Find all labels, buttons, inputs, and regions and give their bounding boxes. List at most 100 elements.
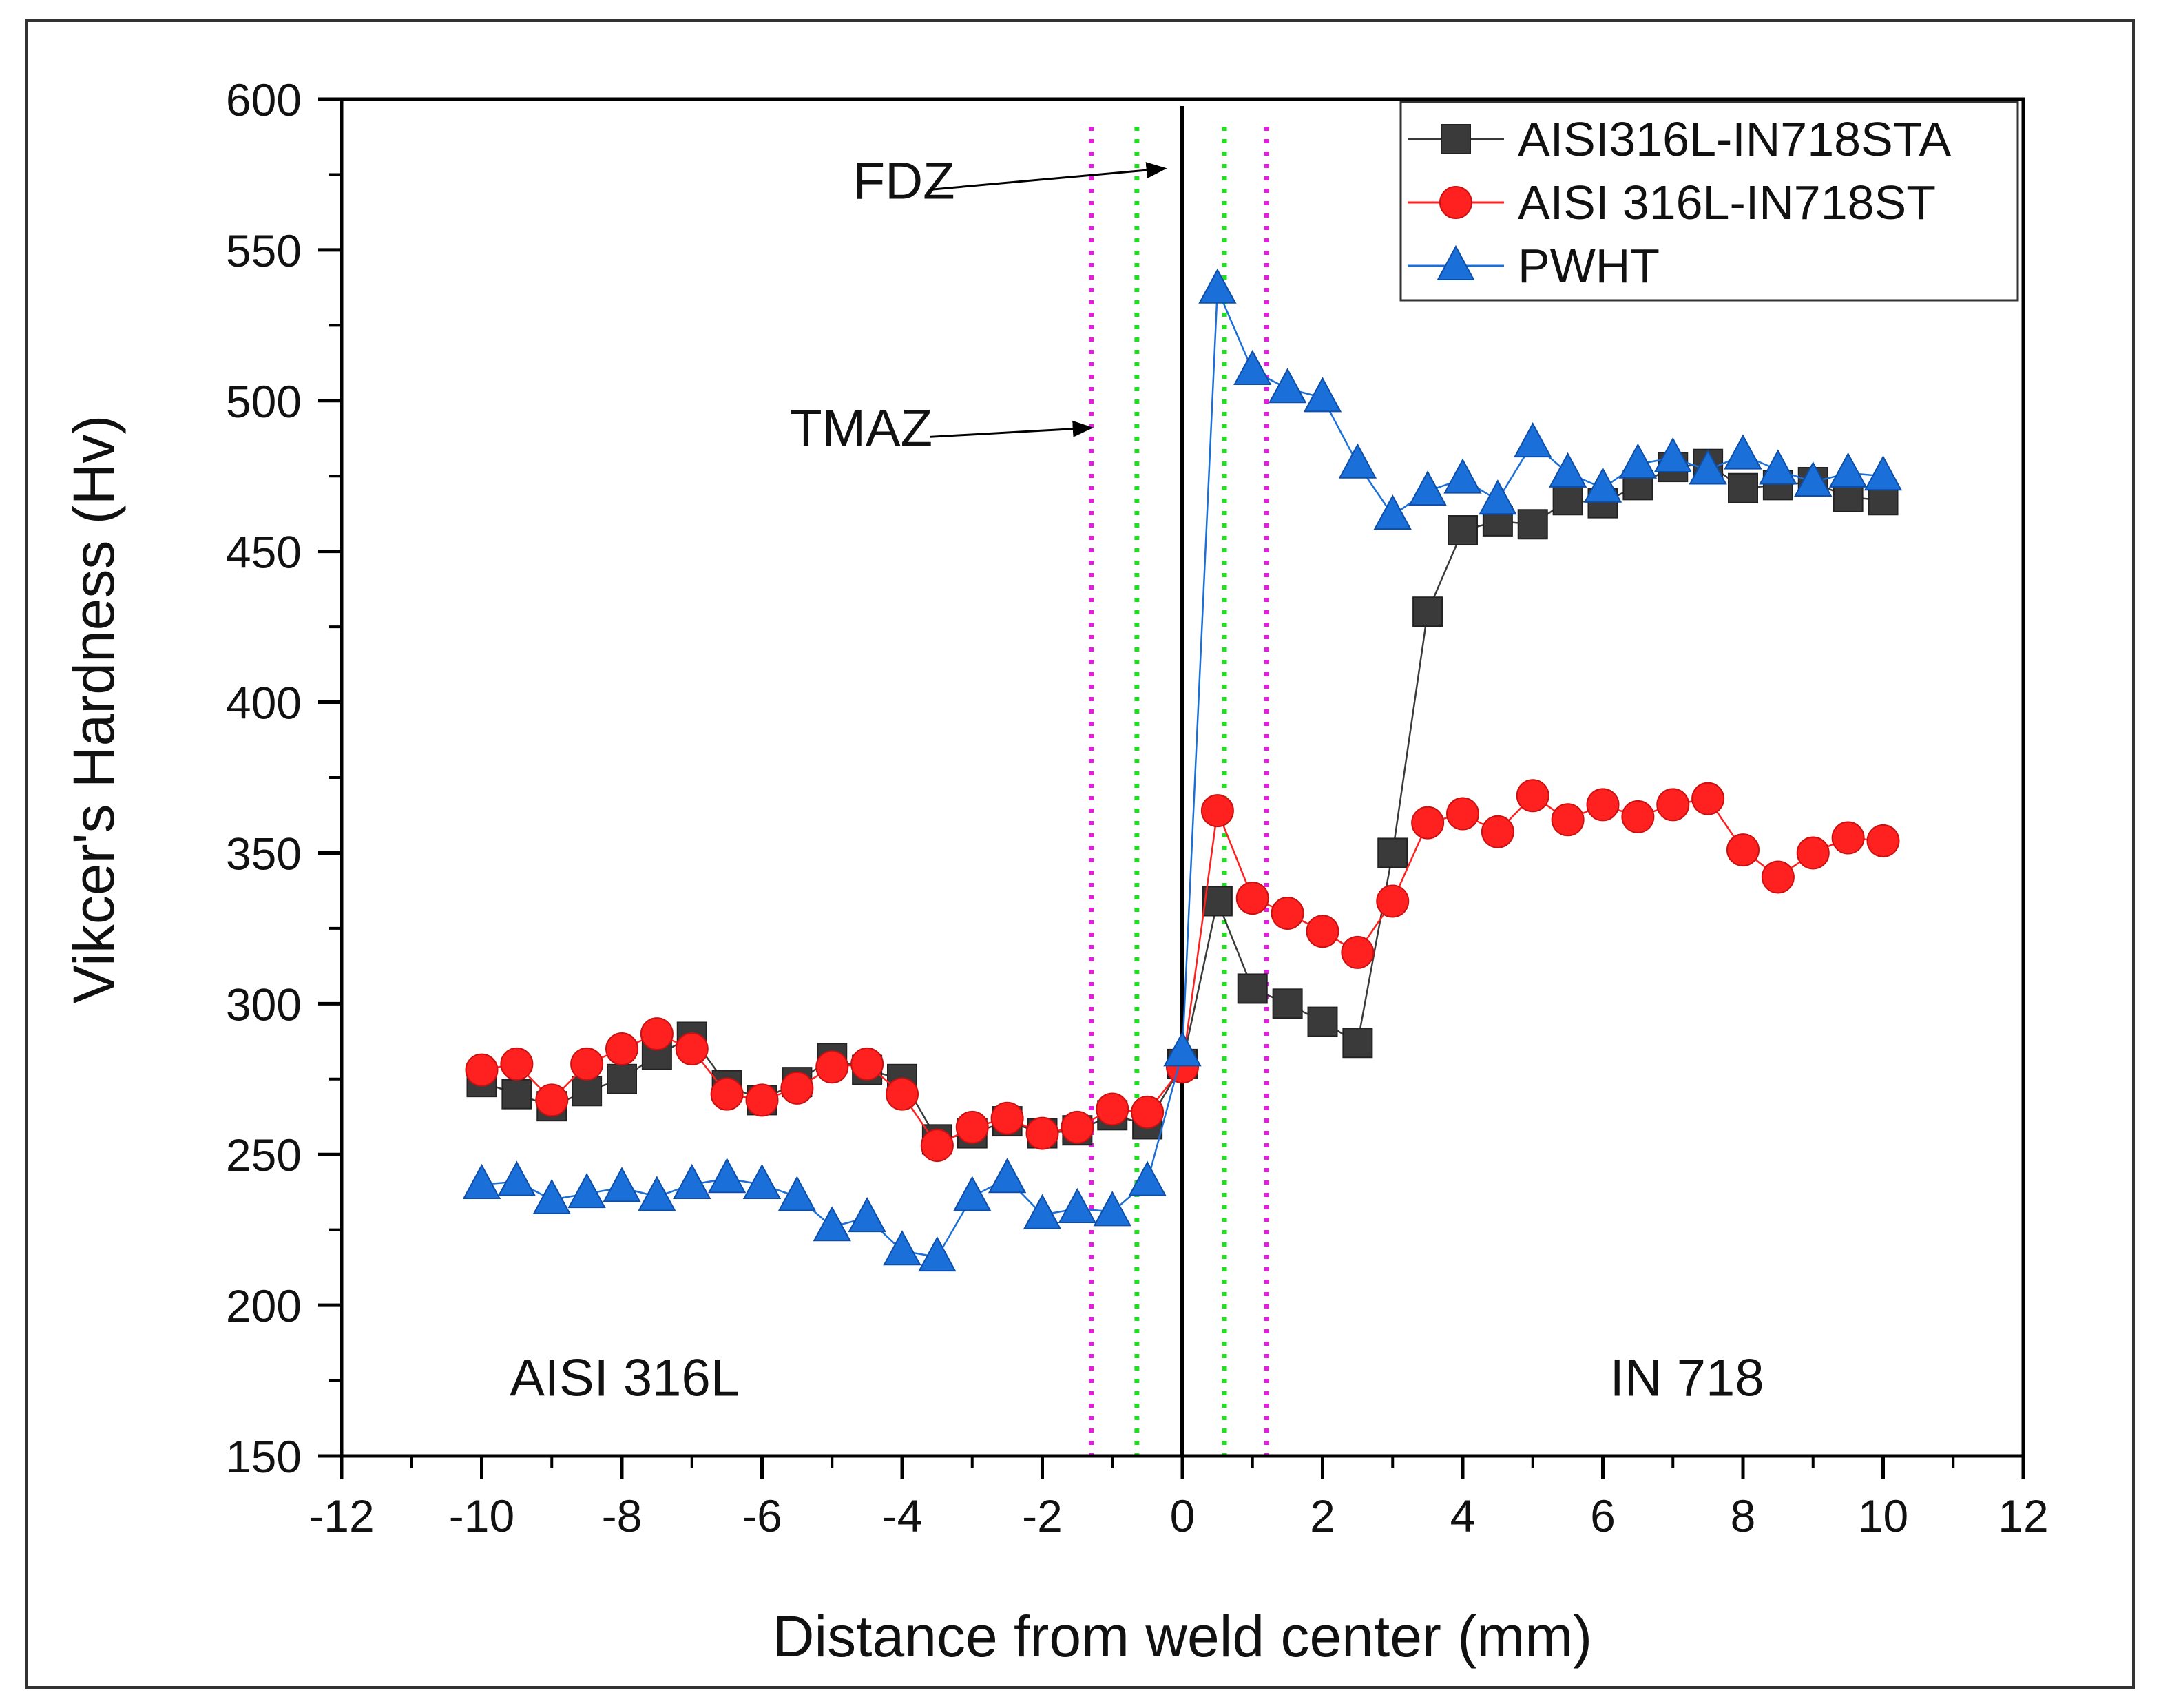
annotation-label: AISI 316L <box>510 1348 740 1407</box>
data-point <box>920 1129 954 1163</box>
data-point <box>1341 935 1375 969</box>
data-series <box>462 268 1903 1272</box>
y-tick-label: 250 <box>226 1129 302 1180</box>
data-point <box>707 1158 747 1194</box>
data-point <box>918 1236 957 1272</box>
data-point <box>1198 268 1237 304</box>
legend-marker <box>1441 124 1471 154</box>
data-point <box>640 1017 674 1051</box>
legend: AISI316L-IN718STA AISI 316L-IN718ST PWHT <box>1399 101 2019 302</box>
data-point <box>497 1160 536 1196</box>
data-point <box>1833 481 1864 512</box>
data-point <box>1517 509 1548 540</box>
data-point <box>605 1032 638 1065</box>
data-point <box>572 1076 603 1107</box>
data-point <box>710 1077 744 1111</box>
data-point <box>1023 1194 1062 1229</box>
data-point <box>1794 461 1833 497</box>
x-tick-label: 0 <box>1170 1490 1196 1541</box>
x-tick-label: -8 <box>602 1490 643 1541</box>
data-point <box>1516 779 1549 813</box>
data-point <box>567 1173 606 1209</box>
data-point <box>1412 596 1443 627</box>
data-point <box>1864 455 1903 491</box>
data-point <box>607 1063 637 1094</box>
data-point <box>1796 836 1830 870</box>
y-axis-title: Vikcer's Hardness (Hv) <box>61 415 126 1004</box>
annotation-label: TMAZ <box>790 399 932 457</box>
x-tick-label: -12 <box>309 1490 374 1541</box>
data-point <box>780 1071 814 1105</box>
data-point <box>1868 485 1899 516</box>
data-point <box>1548 452 1587 488</box>
data-point <box>953 1176 992 1211</box>
x-tick-label: 6 <box>1590 1490 1616 1541</box>
legend-box <box>1399 101 2019 302</box>
data-point <box>1586 788 1620 822</box>
data-point <box>883 1230 921 1266</box>
data-point <box>570 1047 604 1081</box>
data-point <box>1411 806 1445 840</box>
data-point <box>1272 988 1303 1019</box>
data-point <box>1237 973 1268 1004</box>
data-point <box>886 1077 919 1111</box>
annotations: FDZ TMAZ AISI 316L IN 718 <box>510 152 1764 1407</box>
y-tick-label: 200 <box>226 1280 302 1331</box>
data-point <box>1202 886 1233 917</box>
x-tick-label: 8 <box>1731 1490 1756 1541</box>
data-point <box>1761 860 1795 894</box>
legend-label: AISI 316L-IN718ST <box>1518 176 1936 229</box>
data-point <box>1377 837 1408 868</box>
data-point <box>1656 788 1690 822</box>
data-point <box>462 1163 501 1199</box>
y-tick-label: 350 <box>226 828 302 879</box>
x-tick-label: 2 <box>1310 1490 1335 1541</box>
data-point <box>532 1178 571 1214</box>
legend-label: AISI316L-IN718STA <box>1518 112 1951 166</box>
data-point <box>813 1206 851 1242</box>
data-point <box>1338 443 1377 479</box>
data-point <box>1828 452 1868 488</box>
data-point <box>1446 797 1479 831</box>
annotation-label: FDZ <box>853 152 955 210</box>
data-point <box>1025 1116 1059 1150</box>
data-point <box>1443 458 1482 494</box>
data-point <box>673 1163 711 1199</box>
data-point <box>535 1083 569 1117</box>
data-point <box>815 1050 849 1084</box>
data-point <box>638 1176 676 1211</box>
x-tick-label: 4 <box>1450 1490 1476 1541</box>
legend-label: PWHT <box>1518 239 1660 293</box>
data-point <box>1759 449 1797 485</box>
data-point <box>848 1197 886 1233</box>
x-tick-label: 10 <box>1858 1490 1908 1541</box>
data-point <box>1271 897 1304 930</box>
y-tick-label: 550 <box>226 225 302 276</box>
data-point <box>1728 472 1758 503</box>
data-point <box>1342 1028 1373 1059</box>
annotation-arrow <box>930 420 1094 438</box>
x-tick-label: -10 <box>449 1490 514 1541</box>
data-point <box>1163 1031 1202 1067</box>
data-point <box>1408 470 1447 506</box>
data-point <box>500 1047 534 1081</box>
data-point <box>1200 794 1234 828</box>
data-point <box>1128 1160 1167 1196</box>
series-0 <box>466 448 1899 1155</box>
data-point <box>1831 821 1865 855</box>
y-tick-label: 600 <box>226 74 302 125</box>
axes: -12 -10 -8 -6 -4 -2 0 2 4 6 8 10 12 150 200 250 300 350 40… <box>226 74 2049 1541</box>
x-tick-label: -4 <box>882 1490 923 1541</box>
data-point <box>1552 485 1583 516</box>
data-point <box>1061 1110 1094 1144</box>
data-point <box>1306 915 1339 948</box>
data-point <box>1621 800 1655 833</box>
annotation-arrow <box>930 162 1167 191</box>
data-point <box>1233 349 1272 385</box>
data-point <box>777 1176 817 1211</box>
data-point <box>1131 1095 1165 1129</box>
data-point <box>1583 467 1622 503</box>
zone-lines <box>1089 106 1269 1456</box>
legend-marker <box>1437 244 1475 280</box>
